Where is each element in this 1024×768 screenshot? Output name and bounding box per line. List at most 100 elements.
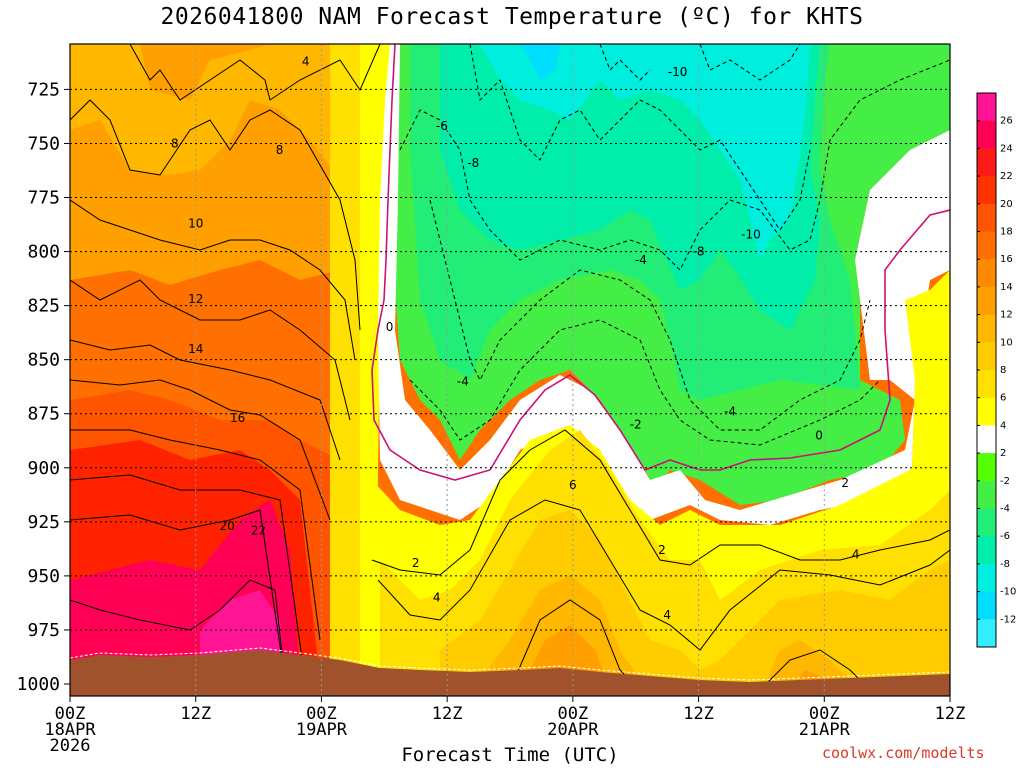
colorbar-swatch	[977, 591, 996, 620]
colorbar-label: 20	[1000, 199, 1013, 210]
contour-label: 22	[251, 523, 266, 537]
contour-zero-line	[371, 44, 950, 481]
colorbar-label: -6	[1000, 531, 1010, 542]
cold-contours	[399, 44, 950, 446]
field-zero-band	[378, 44, 950, 525]
contour-label: -10	[668, 65, 688, 79]
colorbar-swatch	[977, 370, 996, 399]
contour-label: 0	[386, 320, 394, 334]
x-tick-label: 20APR	[547, 720, 599, 740]
colorbar-swatch	[977, 231, 996, 260]
contour-label: -4	[635, 253, 647, 267]
colorbar-label: 8	[1000, 365, 1006, 376]
x-tick-label: 18APR	[44, 720, 96, 740]
contour-label: -4	[724, 405, 736, 419]
warm-contours	[70, 44, 950, 691]
x-tick-label: 00Z	[55, 704, 86, 724]
field-right-white	[855, 130, 950, 380]
y-axis: 725 750 775 800 825 850 875 900 925 950 975 1000	[17, 79, 70, 695]
x-tick-label: 00Z	[306, 704, 337, 724]
plot-area	[70, 44, 950, 696]
x-tick-label: 12Z	[432, 704, 463, 724]
colorbar-label: 16	[1000, 254, 1013, 265]
colorbar-swatch	[977, 453, 996, 482]
contour-label: 12	[188, 292, 203, 306]
contour-label: 6	[569, 478, 577, 492]
colorbar-swatch	[977, 480, 996, 509]
source-credit: coolwx.com/modelts	[822, 744, 985, 762]
field-right-yellow	[905, 270, 950, 470]
x-tick-label: 19APR	[296, 720, 348, 740]
colorbar-swatch	[977, 120, 996, 149]
grid-lines	[70, 44, 950, 696]
contour-label: 8	[276, 143, 284, 157]
colorbar-label: 22	[1000, 171, 1013, 182]
contour-label: 0	[815, 428, 823, 442]
contour-label: -8	[467, 156, 479, 170]
colorbar-label: 10	[1000, 337, 1013, 348]
colorbar-label: 4	[1000, 420, 1006, 431]
colorbar-swatch	[977, 148, 996, 177]
contour-label: -2	[630, 418, 642, 432]
colorbar-swatch	[977, 425, 996, 454]
contour-label: -10	[741, 227, 761, 241]
x-tick-label: 12Z	[180, 704, 211, 724]
y-tick-label: 925	[27, 512, 60, 533]
contour-label: 4	[433, 591, 441, 605]
colorbar-label: 18	[1000, 227, 1013, 238]
colorbar-swatch	[977, 93, 996, 122]
colorbar-swatch	[977, 397, 996, 426]
colorbar-label: 14	[1000, 282, 1013, 293]
colorbar-label: 24	[1000, 143, 1013, 154]
plot-frame	[69, 43, 951, 697]
contour-label: 20	[220, 519, 235, 533]
colorbar-swatch	[977, 314, 996, 343]
field-cold-minus12	[520, 44, 560, 80]
contour-label: 2	[841, 476, 849, 490]
x-tick-label: 00Z	[557, 704, 588, 724]
colorbar-label: -12	[1000, 614, 1016, 625]
contour-label: 2	[412, 556, 420, 570]
x-axis-label: Forecast Time (UTC)	[401, 744, 619, 766]
colorbar-label: 2	[1000, 448, 1006, 459]
colorbar-label: 12	[1000, 310, 1013, 321]
colorbar-swatch	[977, 563, 996, 593]
colorbar-swatch	[977, 508, 996, 537]
ground-top-edge	[70, 647, 950, 681]
y-tick-label: 850	[27, 350, 60, 371]
y-tick-label: 975	[27, 620, 60, 641]
contour-label: 4	[852, 547, 860, 561]
colorbar-label: -8	[1000, 559, 1010, 570]
contour-label: 10	[188, 216, 203, 230]
contour-labels: 4 8 8 10 12 14 16 20 22 0 -6 -8 -10 -10 -8 -4 -4 -2 -4 0 2 6 2…	[171, 54, 860, 622]
y-tick-label: 875	[27, 404, 60, 425]
contour-label: 8	[171, 136, 179, 150]
colorbar-label: -2	[1000, 476, 1010, 487]
y-tick-label: 800	[27, 242, 60, 263]
colorbar-swatch	[977, 536, 996, 565]
colorbar-swatch	[977, 286, 996, 316]
colorbar-swatch	[977, 619, 996, 648]
contour-label: 14	[188, 342, 203, 356]
contour-label: 4	[302, 54, 310, 68]
chart-title: 2026041800 NAM Forecast Temperature (ºC)…	[160, 4, 864, 30]
contour-label: -8	[693, 245, 705, 259]
colorbar-swatch	[977, 342, 996, 371]
colorbar-swatch	[977, 203, 996, 232]
contour-label: -6	[436, 119, 448, 133]
y-tick-label: 825	[27, 296, 60, 317]
colorbar-label: -4	[1000, 504, 1010, 515]
contour-label: 16	[230, 411, 245, 425]
colorbar-label: 26	[1000, 116, 1013, 127]
contour-label: 4	[663, 608, 671, 622]
field-band-4-6	[70, 44, 390, 360]
y-tick-label: 725	[27, 79, 60, 100]
colorbar-label: -10	[1000, 587, 1016, 598]
y-tick-label: 900	[27, 458, 60, 479]
contour-label: -4	[457, 374, 469, 388]
x-tick-label: 00Z	[809, 704, 840, 724]
colorbar-swatch	[977, 176, 996, 205]
colorbar: 26 24 22 20 18 16 14 12 10 8 6 4 2 -2 -4 -6 -8 -10 -12	[976, 92, 1016, 648]
